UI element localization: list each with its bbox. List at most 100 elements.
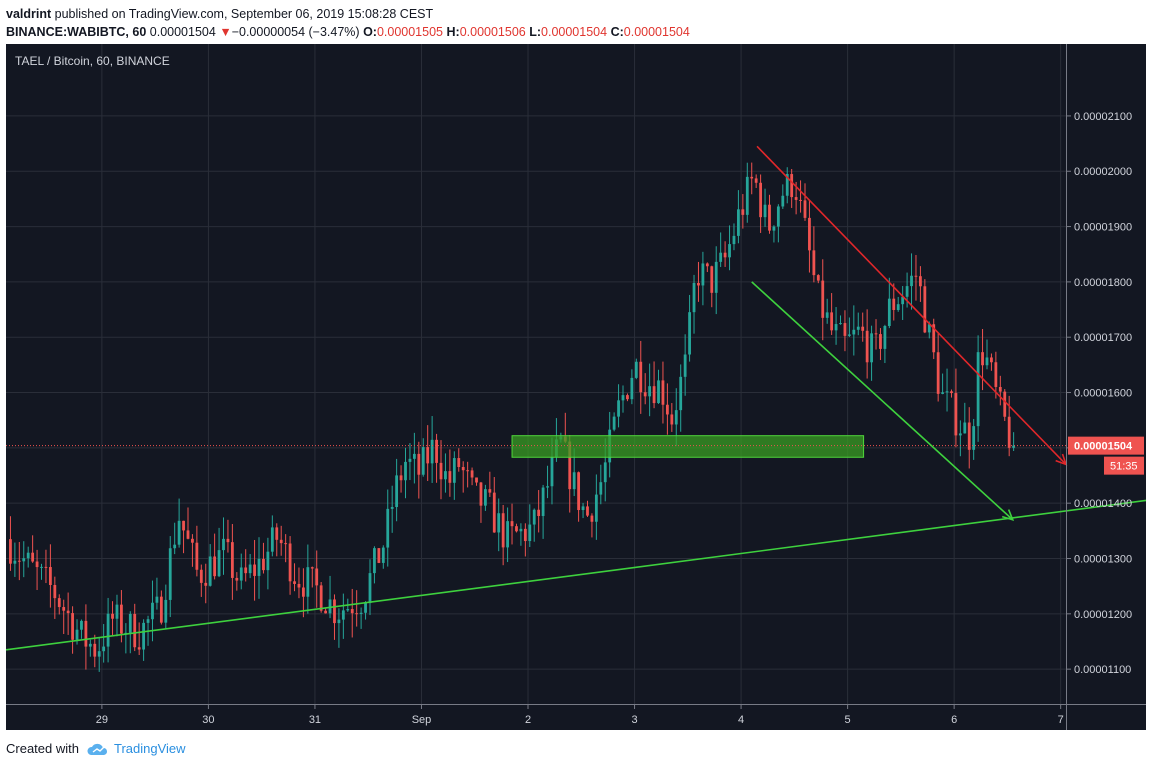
candle-body: [386, 508, 390, 548]
candle-body: [199, 569, 203, 583]
candle-body: [439, 462, 443, 480]
y-tick-label: 0.00001300: [1074, 554, 1132, 566]
candle-body: [324, 610, 327, 614]
candle-body: [683, 354, 687, 377]
candle-body: [195, 542, 199, 570]
candle-body: [963, 422, 967, 434]
candle-body: [120, 604, 123, 634]
candle-body: [879, 334, 882, 349]
x-tick-label: 29: [96, 714, 108, 726]
candle-body: [341, 610, 345, 620]
candle-body: [470, 470, 474, 478]
candle-body: [71, 613, 74, 640]
x-tick-label: 31: [309, 714, 321, 726]
y-tick-label: 0.00001800: [1074, 277, 1132, 289]
last-price: 0.00001504: [149, 25, 216, 39]
last-price-tag: [1068, 436, 1144, 455]
candle-body: [950, 391, 953, 394]
candle-body: [674, 410, 678, 425]
candle-body: [333, 599, 336, 624]
candle-body: [452, 458, 456, 483]
candle-body: [816, 275, 820, 281]
candle-body: [40, 566, 43, 568]
price-chart[interactable]: 0.00001100 0.00001200 0.00001300 0.00001400…: [5, 44, 1153, 730]
open-label: O:: [363, 25, 377, 39]
candle-body: [634, 361, 638, 378]
candle-body: [594, 494, 598, 522]
close-value: 0.00001504: [623, 25, 690, 39]
candle-body: [142, 622, 146, 650]
candle-body: [581, 506, 585, 511]
candle-body: [550, 457, 554, 487]
close-label: C:: [610, 25, 624, 39]
candle-body: [519, 528, 523, 532]
chart-grid: [6, 44, 1066, 704]
candle-body: [954, 393, 958, 436]
candle-body: [941, 392, 944, 394]
candle-body: [426, 447, 430, 464]
candle-body: [239, 567, 243, 581]
candle-body: [896, 304, 900, 310]
candle-body: [155, 596, 159, 603]
candle-body: [186, 530, 190, 539]
candle-body: [688, 312, 691, 355]
candle-body: [501, 513, 505, 548]
author-name[interactable]: valdrint: [6, 7, 52, 21]
candle-body: [266, 551, 270, 571]
candle-body: [870, 333, 873, 363]
candle-body: [958, 433, 962, 436]
candle-body: [337, 619, 341, 624]
candle-body: [865, 330, 869, 363]
last-price-tag-text: 0.00001504: [1074, 441, 1133, 453]
candle-body: [62, 607, 66, 611]
x-tick-label: 30: [202, 714, 214, 726]
candle-body: [350, 609, 354, 614]
candle-body: [861, 326, 865, 331]
y-tick-label: 0.00001600: [1074, 388, 1132, 400]
candle-body: [368, 573, 372, 604]
candle-body: [421, 447, 425, 475]
candle-body: [66, 610, 70, 614]
candle-body: [510, 521, 514, 527]
candle-body: [590, 515, 594, 522]
countdown-tag-text: 51:35: [1110, 461, 1138, 473]
candle-body: [701, 263, 705, 286]
candle-body: [754, 178, 758, 183]
candle-body: [244, 567, 248, 574]
candle-body: [364, 603, 367, 613]
candle-body: [102, 646, 106, 652]
candle-body: [217, 550, 221, 577]
candle-body: [719, 252, 723, 262]
time-axis[interactable]: 293031Sep23456789: [6, 704, 1146, 726]
candle-body: [151, 602, 154, 620]
candle-body: [799, 199, 802, 201]
y-tick-label: 0.00002000: [1074, 166, 1132, 178]
candle-body: [834, 324, 838, 331]
candle-body: [794, 197, 798, 200]
candle-body: [80, 620, 83, 630]
chart-area[interactable]: 0.00001100 0.00001200 0.00001300 0.00001400…: [5, 44, 1153, 730]
high-value: 0.00001506: [459, 25, 526, 39]
candle-body: [395, 475, 399, 508]
price-axis[interactable]: 0.00001100 0.00001200 0.00001300 0.00001400…: [1066, 44, 1144, 730]
candle-body: [976, 352, 980, 427]
resistance-arrow: [756, 145, 1067, 466]
channel-support-arrow: [751, 281, 1014, 521]
candle-body: [479, 482, 483, 506]
candle-body: [914, 275, 918, 277]
candle-body: [310, 567, 314, 569]
candle-body: [577, 472, 581, 511]
candle-body: [617, 400, 620, 417]
candle-body: [679, 376, 683, 411]
candle-body: [248, 564, 252, 574]
candle-body: [772, 226, 776, 231]
down-arrow-icon: ▼: [219, 25, 232, 39]
candle-body: [1007, 416, 1011, 448]
y-tick-label: 0.00001400: [1074, 498, 1132, 510]
candle-body: [812, 250, 816, 276]
candle-body: [768, 204, 771, 231]
tradingview-brand[interactable]: TradingView: [114, 741, 186, 756]
candle-body: [84, 620, 88, 647]
candle-body: [697, 282, 700, 286]
countdown-tag: [1104, 456, 1144, 475]
